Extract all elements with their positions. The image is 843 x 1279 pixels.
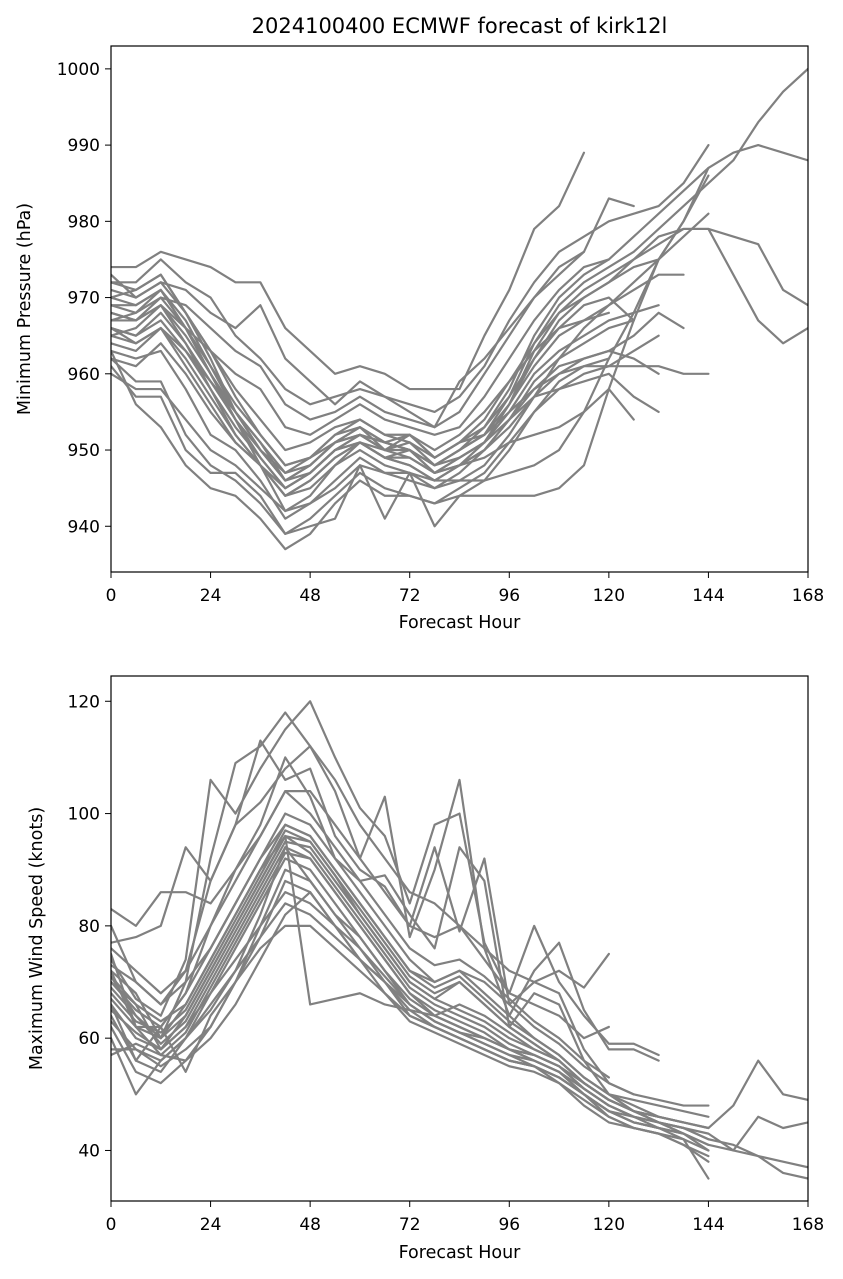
pressure-x-tick-label: 120 bbox=[593, 586, 625, 606]
pressure-y-tick-label: 940 bbox=[68, 517, 100, 537]
wind-series-line-24 bbox=[111, 834, 685, 1124]
pressure-series-line-8 bbox=[111, 250, 586, 429]
wind-axes-frame bbox=[110, 675, 809, 1202]
pressure-series-line-20 bbox=[111, 288, 635, 490]
wind-series-line-6 bbox=[111, 745, 610, 1040]
wind-series-line-7 bbox=[111, 700, 660, 1057]
wind-x-tick-label: 24 bbox=[200, 1215, 222, 1235]
pressure-axes-frame bbox=[110, 45, 809, 573]
pressure-y-tick-label: 980 bbox=[68, 212, 100, 232]
pressure-series-line-9 bbox=[111, 258, 610, 436]
wind-series-line-25 bbox=[111, 902, 710, 1146]
pressure-x-tick-label: 144 bbox=[692, 586, 724, 606]
wind-y-tick-label: 80 bbox=[78, 917, 100, 937]
wind-x-tick-label: 96 bbox=[498, 1215, 520, 1235]
pressure-y-tick-label: 970 bbox=[68, 289, 100, 309]
pressure-series-line-6 bbox=[111, 144, 710, 414]
pressure-x-tick-label: 24 bbox=[200, 586, 222, 606]
wind-y-axis-label: Maximum Wind Speed (knots) bbox=[27, 807, 47, 1070]
pressure-series-line-22 bbox=[111, 288, 660, 467]
wind-series-group bbox=[111, 700, 808, 1180]
wind-y-tick-label: 120 bbox=[68, 692, 100, 712]
pressure-series-line-13 bbox=[111, 357, 610, 535]
wind-series-line-21 bbox=[111, 891, 635, 1118]
pressure-y-tick-label: 960 bbox=[68, 365, 100, 385]
pressure-series-line-5 bbox=[111, 151, 586, 391]
wind-series-line-8 bbox=[111, 711, 660, 1062]
chart-title: 2024100400 ECMWF forecast of kirk12l bbox=[252, 14, 668, 38]
pressure-panel: 0 24 48 72 96 120 144 168 940 950 960 970 980 990 1000… bbox=[15, 45, 824, 633]
wind-series-line-4 bbox=[111, 829, 808, 1152]
wind-x-tick-label: 0 bbox=[106, 1215, 117, 1235]
pressure-x-tick-label: 96 bbox=[498, 586, 520, 606]
wind-series-line-23 bbox=[111, 790, 610, 1079]
pressure-x-tick-label: 48 bbox=[299, 586, 321, 606]
wind-y-tick-label: 100 bbox=[68, 805, 100, 825]
pressure-series-line-23 bbox=[111, 304, 685, 482]
wind-x-axis-label: Forecast Hour bbox=[399, 1243, 522, 1263]
pressure-y-tick-label: 1000 bbox=[57, 60, 100, 80]
wind-x-tick-label: 120 bbox=[593, 1215, 625, 1235]
pressure-series-line-12 bbox=[111, 319, 635, 520]
pressure-y-tick-label: 950 bbox=[68, 441, 100, 461]
wind-y-tick-label: 40 bbox=[78, 1141, 100, 1161]
wind-panel: 0 24 48 72 96 120 144 168 40 60 80 100 120 Forecast H… bbox=[27, 675, 824, 1263]
wind-x-tick-label: 168 bbox=[792, 1215, 824, 1235]
pressure-x-tick-label: 168 bbox=[792, 586, 824, 606]
wind-x-tick-label: 144 bbox=[692, 1215, 724, 1235]
wind-series-line-20 bbox=[111, 851, 660, 1130]
pressure-series-line-14 bbox=[111, 334, 660, 551]
pressure-y-axis-label: Minimum Pressure (hPa) bbox=[15, 203, 35, 415]
wind-series-line-22 bbox=[111, 823, 635, 1096]
pressure-x-tick-label: 72 bbox=[399, 586, 421, 606]
pressure-series-line-7 bbox=[111, 197, 635, 429]
wind-y-tick-label: 60 bbox=[78, 1029, 100, 1049]
pressure-series-group bbox=[111, 67, 808, 551]
wind-series-line-16 bbox=[111, 924, 710, 1163]
wind-x-tick-label: 48 bbox=[299, 1215, 321, 1235]
pressure-series-line-24 bbox=[111, 273, 610, 452]
pressure-series-line-25 bbox=[111, 212, 710, 497]
pressure-x-axis-label: Forecast Hour bbox=[399, 613, 522, 633]
wind-x-tick-label: 72 bbox=[399, 1215, 421, 1235]
pressure-x-tick-label: 0 bbox=[106, 586, 117, 606]
pressure-y-tick-label: 990 bbox=[68, 136, 100, 156]
